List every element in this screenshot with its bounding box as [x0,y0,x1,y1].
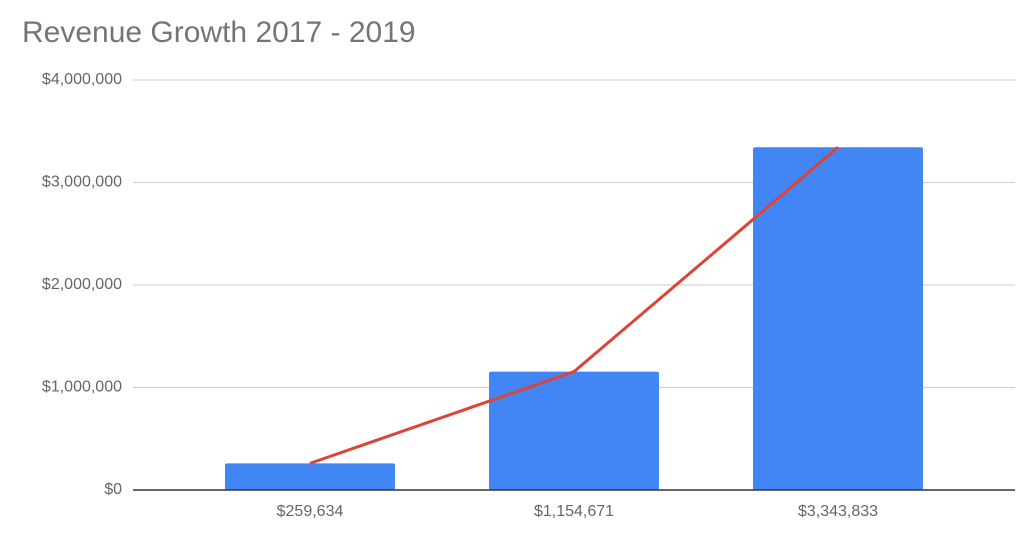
x-tick-label: $3,343,833 [798,503,878,520]
y-tick-label: $4,000,000 [42,71,122,88]
y-tick-label: $1,000,000 [42,379,122,396]
bar [489,371,659,490]
bar [753,147,923,490]
y-tick-label: $0 [104,481,122,498]
x-tick-label: $259,634 [277,503,344,520]
line [309,146,839,465]
y-tick-label: $3,000,000 [42,174,122,191]
x-tick-label: $1,154,671 [534,503,614,520]
y-tick-label: $2,000,000 [42,276,122,293]
chart-title: Revenue Growth 2017 - 2019 [22,16,416,49]
bar [225,463,395,490]
